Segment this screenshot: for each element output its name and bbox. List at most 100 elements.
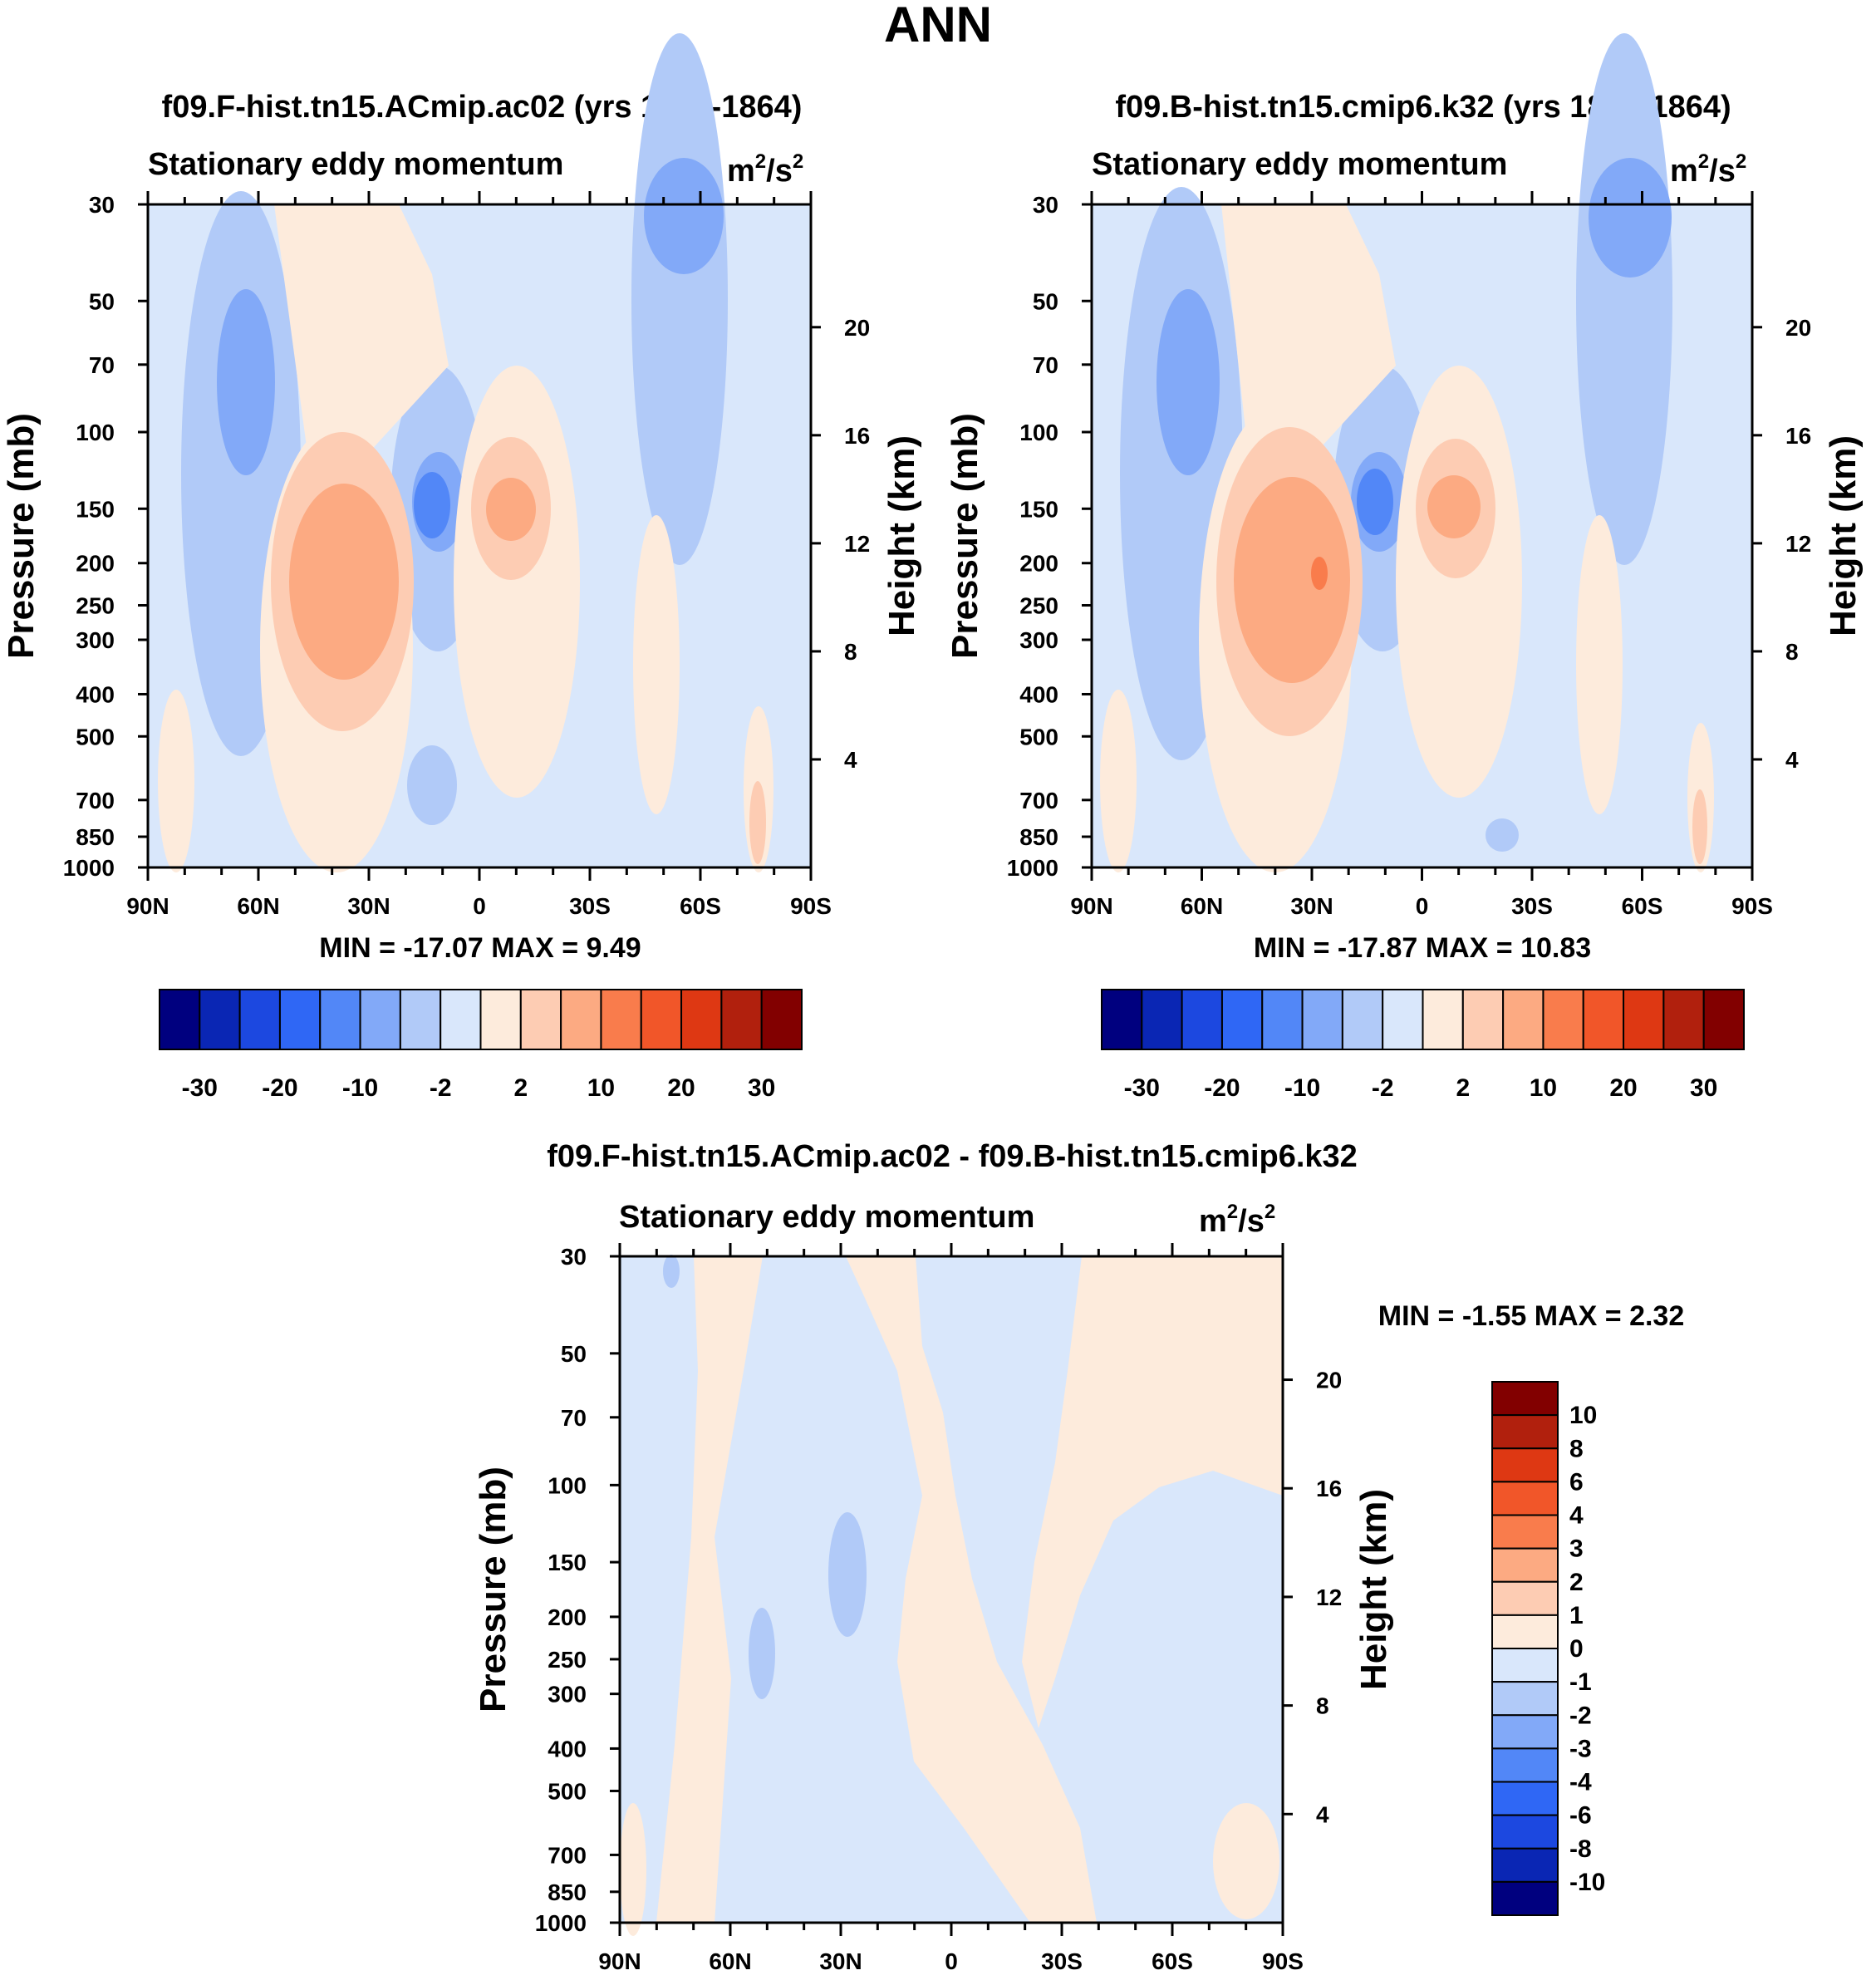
panel-1-colorbar-label-7: 30 [748, 1074, 775, 1102]
panel-diff-colorbar-label-14: -10 [1569, 1869, 1605, 1896]
panel-1-contour-neg-7 [644, 158, 724, 274]
panel-2-y2tick-label-0: 20 [1785, 315, 1811, 341]
panel-diff-colorbar-label-11: -4 [1569, 1769, 1592, 1796]
panel-diff-colorbar-box-3 [1491, 1481, 1559, 1516]
panel-diff-contour-pos-1 [656, 1256, 763, 1923]
panel-2-ytick-label-7: 300 [1019, 627, 1058, 653]
panel-2-colorbar-box-3 [1220, 989, 1264, 1050]
panel-3-y2tick-label-0: 20 [1316, 1368, 1342, 1393]
panel-1-xtick-label-2: 30N [347, 893, 390, 919]
panel-diff-contour-pos-2 [846, 1256, 1097, 1923]
panel-3-xtick-label-3: 0 [945, 1948, 958, 1974]
panel-2-ytick-label-1: 50 [1033, 288, 1058, 314]
panel-3-y2tick-label-4: 4 [1316, 1801, 1329, 1827]
panel-1-colorbar-box-3 [278, 989, 322, 1050]
panel-2-contour-pos-5 [1311, 557, 1328, 590]
panel-diff-colorbar-box-15 [1491, 1880, 1559, 1916]
panel-diff-colorbar-box-0 [1491, 1381, 1559, 1417]
panel-2-contour-neg-2 [1157, 289, 1220, 475]
panel-2-plot [1090, 33, 1754, 872]
panel-1-ytick-label-12: 1000 [63, 855, 115, 881]
panel-1-colorbar-label-3: -2 [430, 1074, 452, 1102]
panel-1-xtick-label-0: 90N [126, 893, 169, 919]
panel-1-y2tick-label-1: 16 [844, 423, 870, 449]
panel-2-ytick-label-11: 850 [1019, 824, 1058, 850]
panel-1-contour-pos-5 [454, 366, 580, 798]
panel-2-ytick-label-12: 1000 [1007, 855, 1058, 881]
panel-2-colorbar-box-8 [1422, 989, 1464, 1050]
panel-2-colorbar-box-4 [1261, 989, 1304, 1050]
panel-1-y2label: Height (km) [882, 435, 922, 636]
panel-1-colorbar-label-6: 20 [667, 1074, 695, 1102]
panel-diff-colorbar-box-12 [1491, 1781, 1559, 1816]
panel-1-ytick-label-2: 70 [89, 352, 115, 378]
panel-1-colorbar-box-10 [560, 989, 602, 1050]
panel-3-y2tick-label-3: 8 [1316, 1693, 1329, 1719]
panel-2-ytick-label-6: 250 [1019, 593, 1058, 619]
panel-diff-contour-pos-4 [1213, 1803, 1279, 1919]
panel-diff-colorbar-label-4: 3 [1569, 1535, 1584, 1563]
panel-1-ytick-label-5: 200 [76, 551, 115, 577]
panel-3-ytick-label-0: 30 [561, 1244, 587, 1270]
panel-2-contour-pos-12 [1692, 789, 1707, 864]
panel-1-contour-pos-11 [749, 781, 766, 864]
panel-2-ytick-label-3: 100 [1019, 420, 1058, 445]
panel-1-xtick-label-6: 90S [790, 893, 832, 919]
panel-diff-subtitle: Stationary eddy momentum [619, 1200, 1034, 1235]
panel-1-subtitle: Stationary eddy momentum [148, 147, 563, 182]
panel-diff-colorbar-box-13 [1491, 1814, 1559, 1850]
panel-1-colorbar-box-4 [319, 989, 361, 1050]
panel-1-colorbar: -30 -20 -10 -2 2 10 20 30 [159, 989, 803, 1102]
panel-2-colorbar-box-1 [1141, 989, 1183, 1050]
panel-2-xtick-label-2: 30N [1290, 893, 1333, 919]
panel-1-y2tick-label-2: 12 [844, 531, 870, 557]
panel-2-contour-pos-8 [1427, 475, 1481, 538]
panel-1-colorbar-box-2 [238, 989, 281, 1050]
panel-diff-units: m2/s2 [1199, 1201, 1275, 1239]
panel-diff-colorbar-box-8 [1491, 1648, 1559, 1683]
panel-diff-colorbar-box-6 [1491, 1580, 1559, 1616]
panel-1-contour-pos-4 [289, 484, 399, 680]
panel-diff: f09.F-hist.tn15.ACmip.ac02 - f09.B-hist.… [473, 1139, 1684, 1974]
panel-2-colorbar-box-5 [1301, 989, 1343, 1050]
panel-1-colorbar-box-8 [479, 989, 522, 1050]
panel-diff-colorbar-box-2 [1491, 1447, 1559, 1483]
panel-1-colorbar-box-1 [199, 989, 241, 1050]
panel-2-y2tick-label-4: 4 [1785, 747, 1799, 773]
panel-1-contour-neg-2 [217, 289, 275, 475]
panel-2-ytick-label-4: 150 [1019, 496, 1058, 522]
panel-3-xtick-label-6: 90S [1262, 1948, 1304, 1974]
panel-3-ytick-label-3: 100 [548, 1472, 587, 1498]
panel-1-y2tick-label-3: 8 [844, 639, 857, 665]
panel-diff-stats: MIN = -1.55 MAX = 2.32 [1378, 1300, 1685, 1332]
panel-1-units: m2/s2 [727, 150, 803, 189]
panel-3-ytick-label-12: 1000 [535, 1910, 587, 1936]
panel-1-colorbar-box-5 [359, 989, 401, 1050]
panel-2-ytick-label-8: 400 [1019, 681, 1058, 707]
panel-diff-plot [618, 1255, 1284, 1936]
panel-3-ytick-label-4: 150 [548, 1550, 587, 1575]
panel-2-subtitle: Stationary eddy momentum [1092, 147, 1507, 182]
panel-diff-colorbar-label-6: 1 [1569, 1602, 1584, 1629]
panel-2-ytick-label-10: 700 [1019, 788, 1058, 813]
panel-diff-colorbar-label-1: 8 [1569, 1435, 1584, 1462]
panel-2-colorbar-label-5: 10 [1530, 1074, 1557, 1102]
panel-1-y2tick-label-4: 4 [844, 747, 857, 773]
panel-3-ylabel: Pressure (mb) [473, 1467, 513, 1712]
panel-diff-colorbar-label-0: 10 [1569, 1402, 1597, 1429]
panel-1-contour-neg-8 [407, 745, 457, 825]
panel-2-colorbar-box-15 [1702, 989, 1745, 1050]
panel-diff-colorbar-label-10: -3 [1569, 1735, 1592, 1762]
panel-2-ytick-label-9: 500 [1019, 724, 1058, 749]
panel-1-xtick-label-3: 0 [473, 893, 486, 919]
panel-2-stats: MIN = -17.87 MAX = 10.83 [1254, 932, 1591, 964]
panel-2-xtick-label-6: 90S [1731, 893, 1773, 919]
panel-diff-colorbar-box-7 [1491, 1614, 1559, 1649]
panel-1-colorbar-box-13 [680, 989, 723, 1050]
panel-diff-axes: 30 50 70 100 150 200 250 300 400 500 700 850 1000 20 1… [473, 1243, 1394, 1974]
panel-1-colorbar-label-5: 10 [587, 1074, 615, 1102]
panel-1-plot [146, 33, 813, 872]
panel-2-y2label: Height (km) [1823, 435, 1864, 636]
panel-diff-colorbar-label-8: -1 [1569, 1668, 1592, 1696]
panel-2-ytick-label-0: 30 [1033, 192, 1058, 218]
